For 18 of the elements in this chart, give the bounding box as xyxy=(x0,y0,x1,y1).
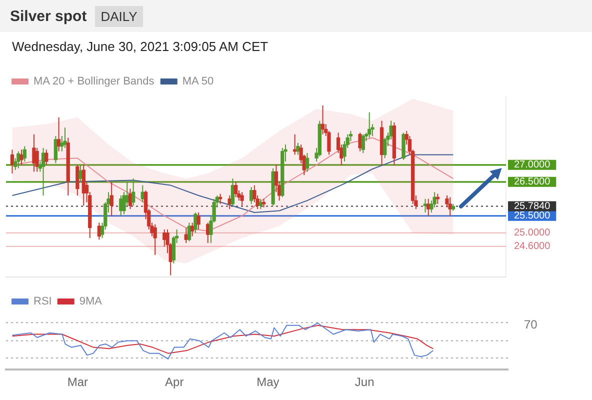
y-tick-label: 25.5000 xyxy=(514,210,551,222)
x-tick-label: Jun xyxy=(354,375,374,390)
x-tick-label: May xyxy=(256,375,280,390)
chart-subtitle: Wednesday, June 30, 2021 3:09:05 AM CET xyxy=(12,39,268,54)
y-tick-label: 27.0000 xyxy=(514,160,551,171)
legend-label: MA 20 + Bollinger Bands xyxy=(34,76,155,88)
x-tick-label: Apr xyxy=(165,375,184,390)
y-tick-label: 25.7840 xyxy=(514,200,551,212)
x-tick-label: Mar xyxy=(67,375,88,390)
legend-label: MA 50 xyxy=(182,76,214,88)
legend-label: RSI xyxy=(34,296,52,308)
text: DAILY xyxy=(94,6,144,27)
y-tick-label: 24.6000 xyxy=(514,241,551,252)
y-tick-label: 25.0000 xyxy=(514,228,551,239)
text: 70 xyxy=(524,317,538,332)
chart-title: Silver spot xyxy=(10,8,87,25)
legend-label: 9MA xyxy=(79,296,103,308)
y-tick-label: 26.5000 xyxy=(514,176,551,188)
